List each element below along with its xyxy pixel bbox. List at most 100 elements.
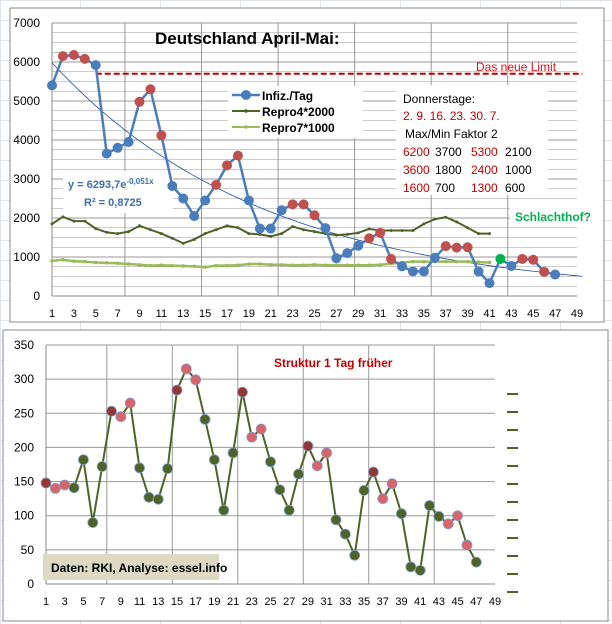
x-tick-label: 19 [208, 596, 220, 608]
repro7-point [258, 262, 262, 266]
repro4-point [488, 232, 491, 236]
repro7-point [203, 265, 207, 269]
trendline-exponent: -0,051x [126, 177, 154, 186]
max-min-value: 700 [435, 181, 455, 195]
repro7-point [356, 263, 361, 267]
repro7-point [104, 261, 109, 265]
schlachthof-label: Schlachthof? [515, 210, 591, 224]
infiz-point [320, 223, 331, 234]
struktur-point [106, 405, 117, 417]
repro7-point [72, 259, 76, 264]
x-tick-label: 17 [221, 308, 233, 320]
x-tick-label: 37 [377, 596, 389, 608]
repro4-point [367, 227, 371, 231]
struktur-point [134, 462, 145, 474]
repro4-point [83, 219, 87, 223]
infiz-point [462, 242, 473, 253]
struktur-point [311, 460, 323, 472]
infiz-point [79, 53, 90, 64]
repro4-point [192, 237, 196, 241]
repro7-point [83, 259, 87, 264]
infiz-point [90, 60, 101, 71]
struktur-point [367, 466, 379, 478]
limit-label: Das neue Limit [476, 60, 557, 74]
infiz-point [298, 199, 309, 210]
struktur-point [96, 461, 108, 472]
donnerstage-title: Donnerstage: [403, 92, 475, 106]
struktur-point [461, 539, 473, 551]
x-tick-label: 13 [177, 308, 189, 320]
struktur-point [405, 561, 417, 573]
struktur-point [49, 482, 61, 494]
legend-marker [241, 90, 251, 100]
repro7-point [192, 264, 196, 269]
x-tick-label: 39 [395, 596, 407, 608]
x-tick-label: 35 [358, 596, 370, 608]
x-tick-label: 25 [308, 308, 320, 320]
struktur-point [171, 384, 183, 396]
infiz-point [440, 241, 451, 252]
x-tick-label: 49 [489, 596, 501, 608]
infiz-point [386, 253, 397, 264]
y-tick-label: 6000 [13, 55, 40, 69]
x-tick-label: 19 [243, 308, 255, 320]
repro4-point [433, 217, 437, 221]
struktur-point [358, 485, 370, 496]
repro7-point [301, 263, 306, 267]
repro7-point [290, 263, 295, 267]
infiz-point [254, 223, 265, 234]
repro4-point [116, 232, 120, 236]
repro4-point [236, 226, 240, 230]
repro7-point [181, 264, 186, 268]
struktur-point [386, 478, 398, 490]
infiz-point [178, 193, 189, 204]
struktur-point [452, 510, 463, 522]
x-tick-label: 21 [227, 596, 239, 608]
infiz-point [506, 260, 517, 271]
legend-marker [244, 125, 248, 129]
struktur-point [293, 468, 304, 480]
repro4-point [444, 215, 448, 219]
source-box [43, 554, 219, 580]
infiz-point [47, 80, 57, 91]
struktur-point [68, 482, 80, 494]
struktur-point [246, 431, 258, 443]
infiz-point [528, 254, 539, 265]
x-tick-label: 43 [505, 308, 517, 320]
struktur-point [265, 456, 276, 468]
infiz-point [517, 253, 528, 264]
struktur-point [349, 549, 361, 561]
y-tick-label: 1000 [13, 250, 40, 264]
max-min-value: 1800 [435, 163, 462, 177]
struktur-point [143, 491, 155, 503]
struktur-point [433, 510, 445, 522]
repro7-point [247, 262, 251, 266]
trendline-r2: R² = 0,8725 [84, 197, 142, 209]
repro4-point [302, 228, 306, 232]
struktur-point [237, 386, 248, 398]
x-tick-label: 11 [134, 596, 145, 608]
y-tick-label: 100 [14, 509, 34, 523]
y-tick-label: 3000 [13, 172, 40, 186]
repro4-point [181, 241, 185, 245]
infiz-point [287, 199, 298, 210]
repro7-point [137, 263, 142, 267]
y-tick-label: 0 [33, 289, 40, 303]
infiz-point [200, 195, 211, 206]
repro7-point [422, 259, 426, 264]
repro7-point [268, 263, 273, 267]
struktur-point [255, 423, 267, 435]
struktur-point [227, 447, 239, 459]
infiz-point [495, 253, 506, 264]
repro7-point [148, 263, 153, 268]
x-tick-label: 11 [156, 308, 167, 320]
struktur-point [218, 504, 230, 516]
y-tick-label: 50 [21, 543, 35, 557]
struktur-point [274, 484, 286, 496]
repro4-point [291, 225, 295, 229]
repro4-point [334, 233, 338, 237]
y-tick-label: 7000 [13, 16, 40, 30]
struktur-point [40, 477, 52, 489]
x-tick-label: 1 [43, 596, 49, 608]
infiz-point [342, 248, 353, 259]
